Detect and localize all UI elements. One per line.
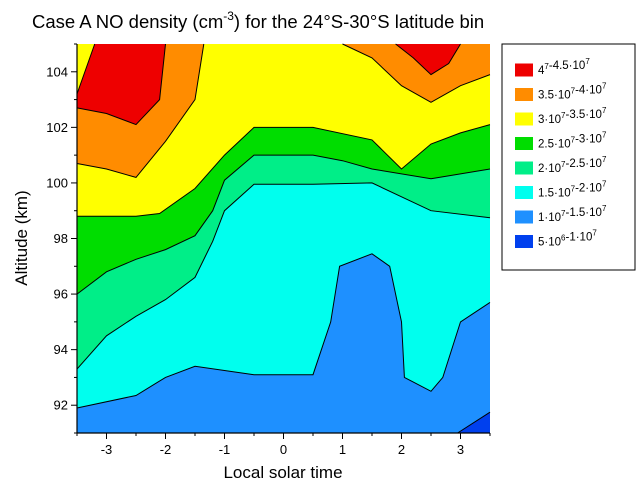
x-tick-label: -3	[101, 442, 113, 457]
legend-label: 2·107-2.5·107	[538, 155, 607, 175]
legend-swatch	[515, 137, 533, 150]
legend-swatch	[515, 161, 533, 175]
legend-swatch	[515, 88, 533, 101]
chart-title-suffix: ) for the 24°S-30°S latitude bin	[234, 11, 484, 32]
plot-area	[77, 44, 490, 433]
legend-label: 3·107-3.5·107	[538, 106, 607, 126]
x-axis-label: Local solar time	[223, 463, 342, 482]
svg-text:Case A NO density (cm-3) for t: Case A NO density (cm-3) for the 24°S-30…	[32, 9, 484, 32]
contour-lines	[76, 43, 491, 434]
contour-line-9	[395, 43, 461, 76]
region-3	[342, 44, 490, 103]
legend: 47-4.5·107 3.5·107-4·107 3·107-3.5·107 2.5·…	[501, 43, 636, 271]
region-4	[395, 44, 461, 75]
x-tick-label: 3	[457, 442, 464, 457]
y-tick-label: 98	[54, 231, 68, 246]
legend-swatch	[515, 210, 533, 224]
y-axis-label: Altitude (km)	[12, 190, 31, 285]
chart-title-exponent: -3	[223, 9, 234, 23]
chart-title: Case A NO density (cm-3) for the 24°S-30…	[32, 9, 484, 32]
legend-swatch	[515, 235, 533, 248]
axes: -3 -2 -1 0 1 2 3 92 94 96 98 100 102 104	[46, 43, 491, 457]
contour-line-3	[76, 154, 491, 295]
region-1	[77, 44, 166, 125]
y-tick-label: 96	[54, 287, 68, 302]
contour-line-4	[77, 124, 491, 217]
x-tick-label: -1	[219, 442, 231, 457]
legend-swatch	[515, 63, 533, 77]
contour-line-1	[76, 253, 491, 409]
legend-swatch	[515, 186, 533, 199]
contour-line-7	[76, 43, 166, 126]
legend-label: 1·107-1.5·107	[538, 204, 607, 224]
y-tick-label: 104	[46, 64, 68, 79]
contour-line-8	[76, 43, 96, 95]
y-tick-label: 102	[46, 120, 68, 135]
legend-swatch	[515, 112, 533, 126]
legend-label: 5·106-1·107	[538, 229, 597, 249]
legend-label: 1.5·107-2·107	[538, 180, 607, 200]
contour-line-5	[76, 43, 205, 178]
contour-line-0	[457, 411, 491, 434]
x-tick-label: 1	[339, 442, 346, 457]
contour-line-6	[342, 43, 491, 103]
legend-box	[501, 43, 636, 271]
chart-title-prefix: Case A NO density (cm	[32, 11, 223, 32]
legend-label: 47-4.5·107	[538, 57, 590, 77]
y-tick-label: 92	[54, 398, 68, 413]
legend-label: 3.5·107-4·107	[538, 82, 607, 102]
y-tick-label: 94	[54, 342, 68, 357]
x-tick-label: -2	[160, 442, 172, 457]
y-tick-label: 100	[46, 175, 68, 190]
x-tick-label: 0	[280, 442, 287, 457]
contour-line-2	[76, 182, 491, 370]
legend-label: 2.5·107-3·107	[538, 131, 607, 151]
x-tick-label: 2	[398, 442, 405, 457]
